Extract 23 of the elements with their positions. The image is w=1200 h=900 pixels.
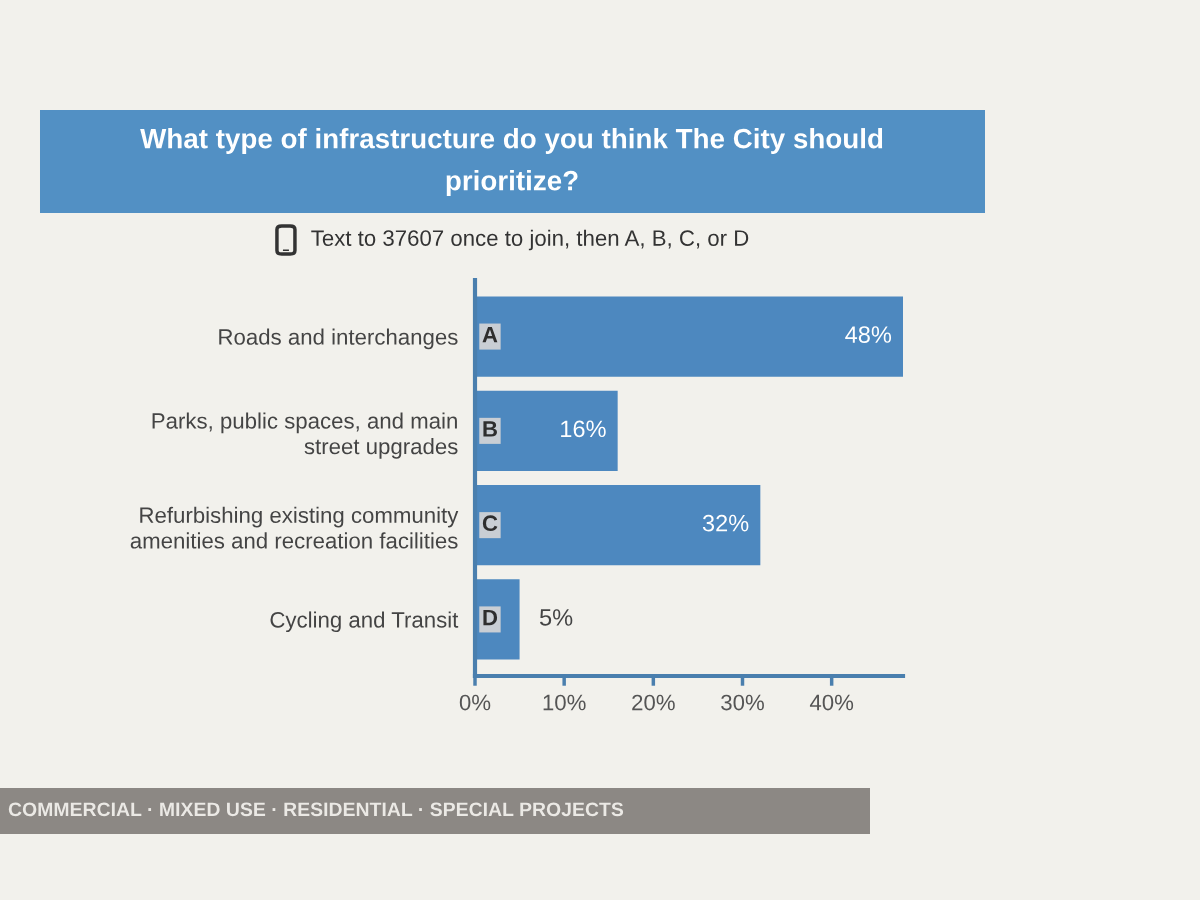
data-label: 5% [539, 609, 573, 626]
bar [475, 485, 761, 566]
chart-subtitle: Text to 37607 once to join, then A, B, C, or D [311, 229, 749, 251]
x-tick-label: 0% [459, 694, 491, 711]
x-tick-label: 10% [543, 694, 586, 711]
data-label: 16% [561, 420, 606, 438]
annotation: B [483, 421, 497, 437]
x-tick-label: 20% [632, 694, 675, 711]
bar [475, 296, 903, 377]
y-tick-label: Parks, public spaces, and main street upgrades [152, 412, 458, 459]
x-tick-label: 30% [721, 694, 764, 711]
data-label: 32% [702, 514, 749, 532]
annotation: D [483, 609, 498, 626]
y-tick-label: Cycling and Transit [270, 611, 459, 633]
annotation: A [482, 327, 498, 343]
y-tick-label: Roads and interchanges [219, 328, 458, 350]
x-tick-label: 40% [809, 694, 854, 711]
data-label: 48% [845, 326, 892, 343]
text: COMMERCIAL · MIXED USE · RESIDENTIAL · SPECIAL PROJECTS [8, 802, 624, 817]
chart-title: What type of infrastructure do you think The City should prioritize? [140, 128, 883, 196]
annotation: C [482, 515, 498, 532]
bar [475, 390, 618, 471]
y-tick-label: Refurbishing existing community amenities and recreation facilities [130, 506, 459, 549]
